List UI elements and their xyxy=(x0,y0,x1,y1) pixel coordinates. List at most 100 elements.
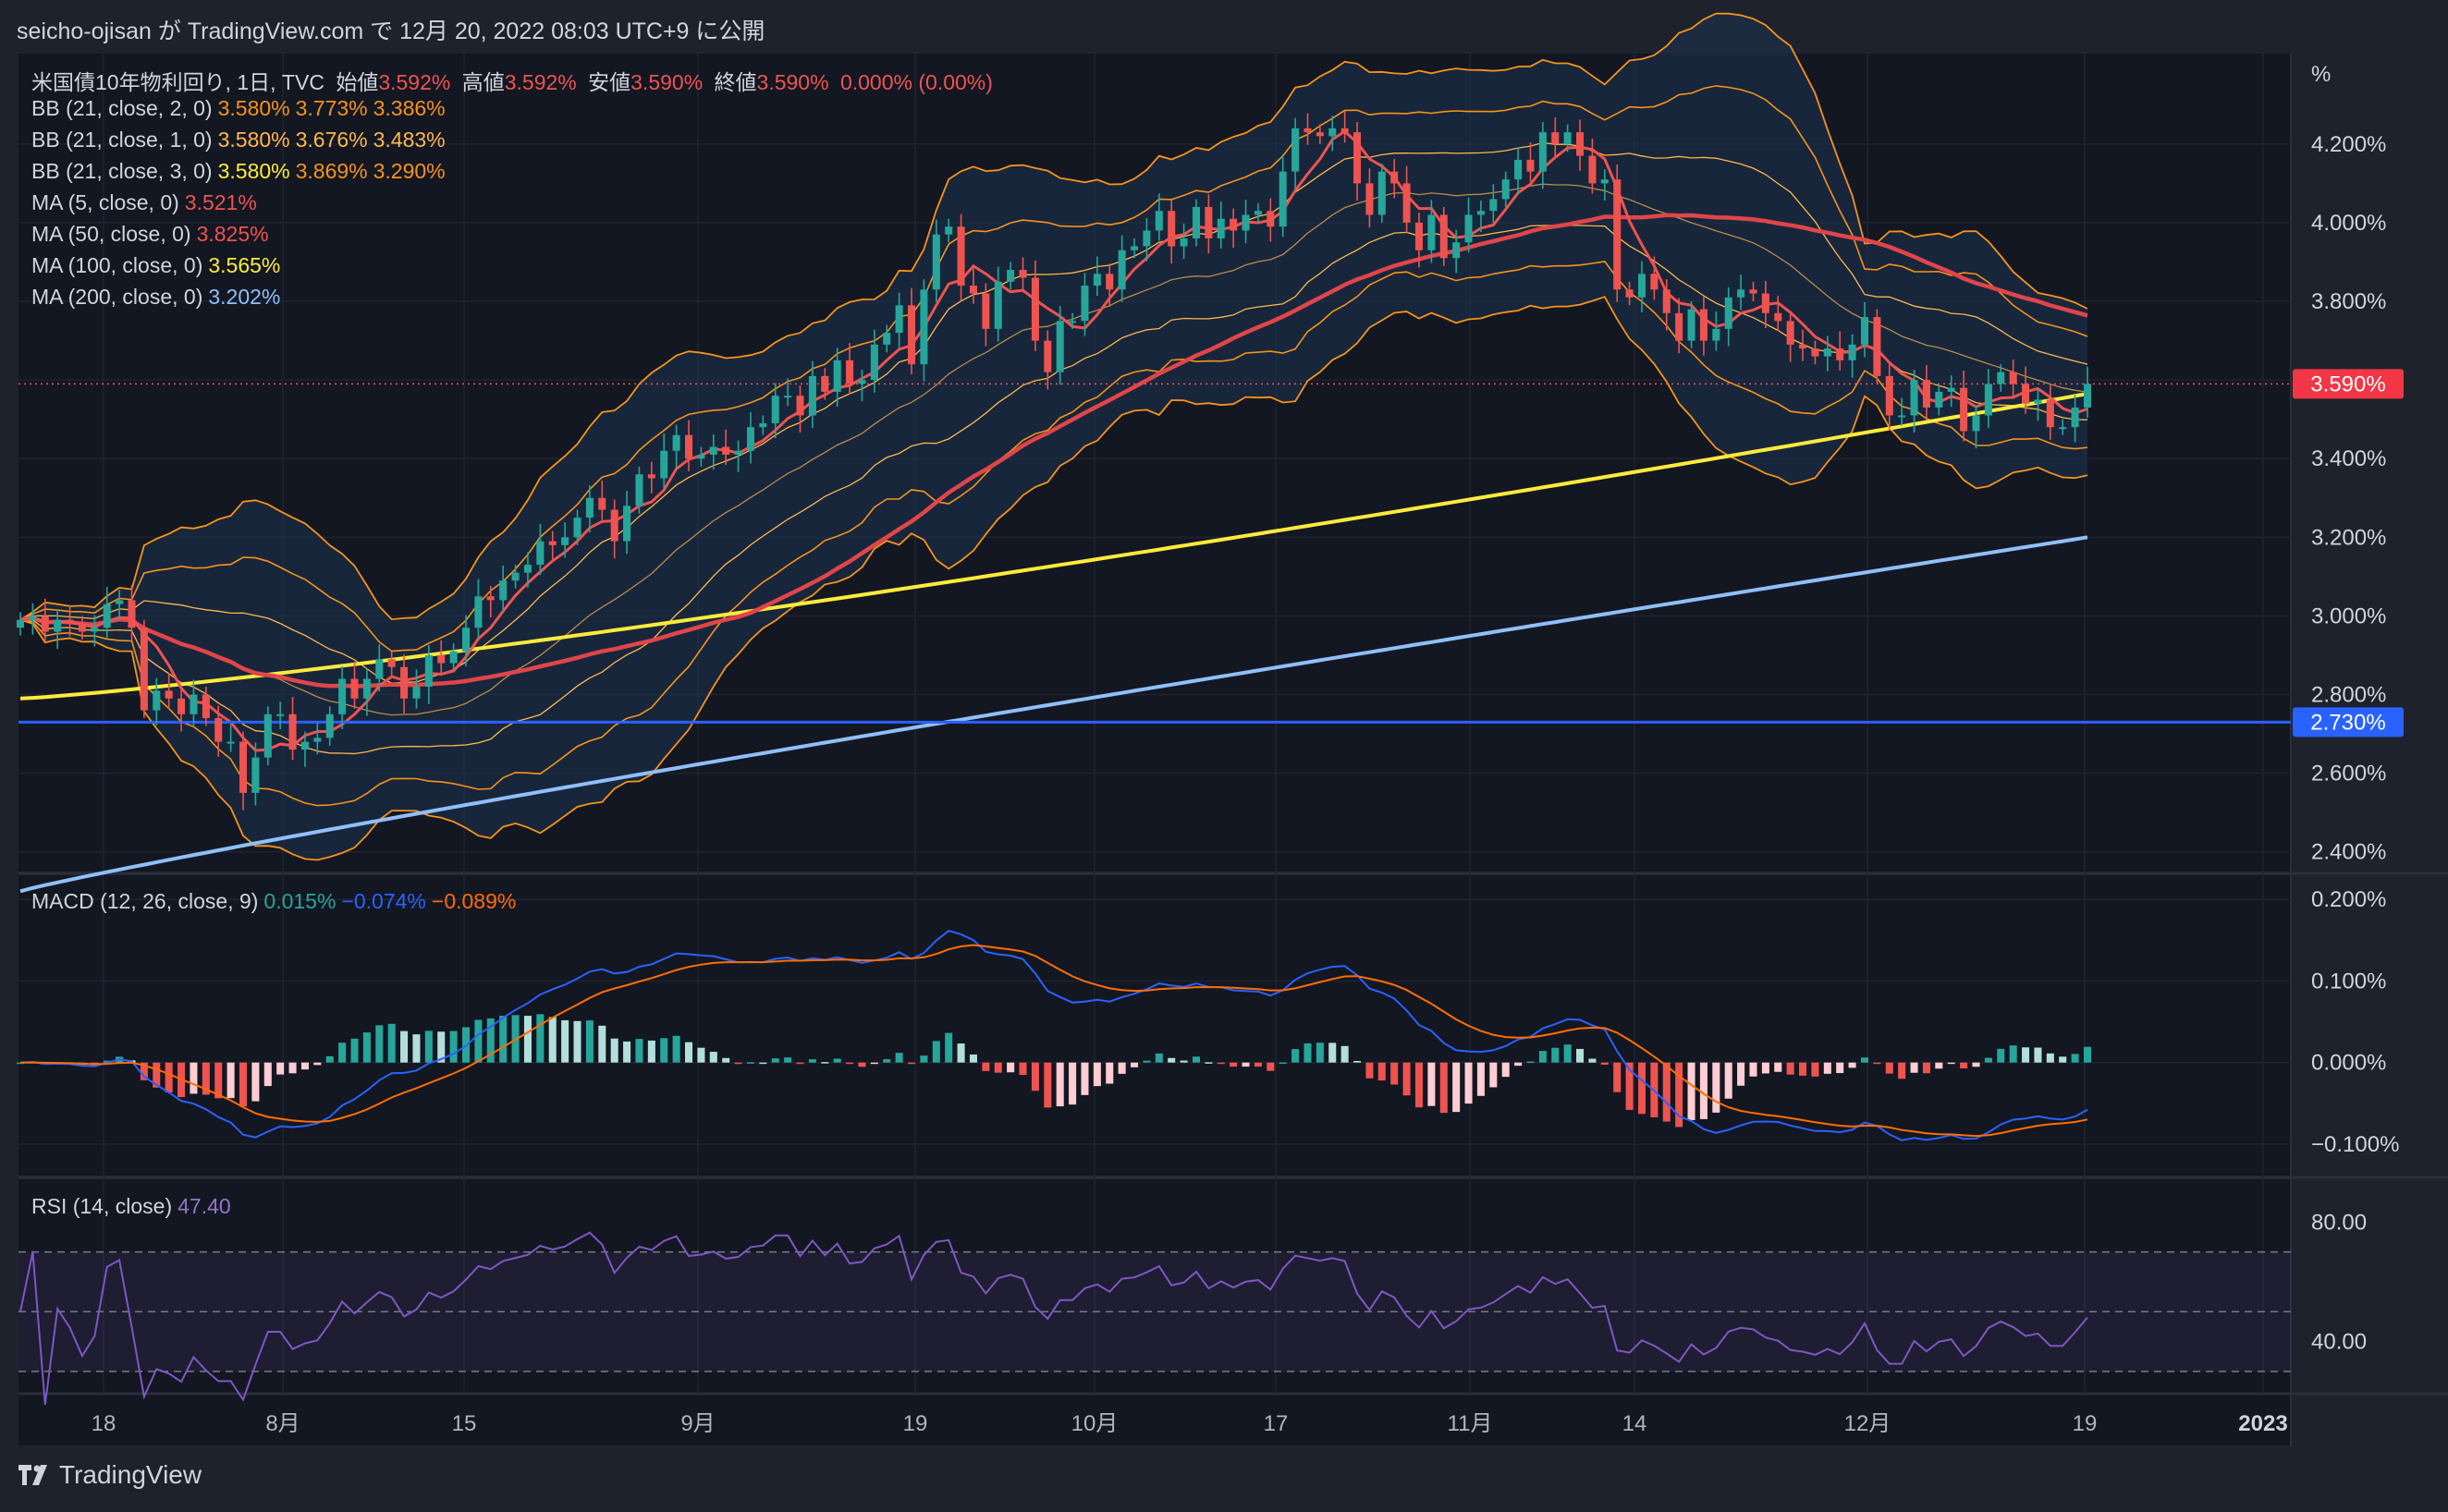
candle-82 xyxy=(1031,277,1039,341)
candle-63 xyxy=(796,396,804,416)
legend-ma200: MA (200, close, 0) 3.202% xyxy=(31,285,281,309)
macd-hist-10 xyxy=(140,1062,148,1080)
candle-123 xyxy=(1538,132,1547,172)
candle-39 xyxy=(499,580,508,601)
candle-135 xyxy=(1687,309,1695,341)
price-tick-4: 3.400% xyxy=(2311,446,2386,471)
candle-143 xyxy=(1786,321,1794,345)
price-tick-8: 2.600% xyxy=(2311,762,2386,786)
candle-91 xyxy=(1143,230,1151,247)
candle-29 xyxy=(375,659,384,679)
macd-hist-22 xyxy=(288,1062,297,1074)
macd-hist-143 xyxy=(1786,1062,1794,1075)
macd-tick-0: 0.200% xyxy=(2311,887,2386,912)
price-tick-9: 2.400% xyxy=(2311,840,2386,865)
candle-163 xyxy=(2034,399,2042,404)
candle-150 xyxy=(1873,317,1881,376)
candle-45 xyxy=(573,518,581,538)
candle-162 xyxy=(2022,384,2030,404)
candle-89 xyxy=(1118,250,1126,290)
tradingview-logo[interactable]: TradingView xyxy=(18,1460,202,1490)
macd-hist-51 xyxy=(647,1040,655,1063)
candle-52 xyxy=(660,450,668,479)
support-label: 2.730% xyxy=(2310,710,2385,735)
candle-72 xyxy=(908,305,916,365)
candle-144 xyxy=(1799,344,1807,349)
candle-36 xyxy=(461,628,471,652)
candle-66 xyxy=(833,360,841,392)
macd-hist-157 xyxy=(1960,1062,1968,1069)
legend-bb2: BB (21, close, 2, 0) 3.580% 3.773% 3.386% xyxy=(31,96,446,120)
candle-154 xyxy=(1922,380,1930,408)
candle-7 xyxy=(103,604,111,628)
candle-80 xyxy=(1007,270,1015,282)
candle-24 xyxy=(313,738,322,742)
time-tick-1: 8月 xyxy=(265,1411,300,1436)
price-tick-0: 4.200% xyxy=(2311,132,2386,157)
macd-hist-25 xyxy=(325,1055,334,1063)
candle-41 xyxy=(523,565,532,573)
rsi-line xyxy=(19,1231,2088,1406)
candle-131 xyxy=(1637,274,1646,298)
candle-55 xyxy=(697,454,705,459)
candle-107 xyxy=(1340,128,1349,133)
macd-hist-21 xyxy=(276,1062,285,1075)
candle-84 xyxy=(1056,321,1064,372)
candle-136 xyxy=(1699,309,1707,341)
candle-47 xyxy=(598,497,606,510)
candle-109 xyxy=(1365,183,1374,215)
bb-upper-3 xyxy=(19,12,2088,621)
candle-74 xyxy=(932,234,940,290)
macd-hist-67 xyxy=(846,1062,854,1065)
macd-hist-108 xyxy=(1353,1060,1362,1063)
candle-73 xyxy=(920,289,928,365)
macd-hist-77 xyxy=(969,1054,977,1063)
last-price-bg xyxy=(2293,369,2404,399)
macd-hist-103 xyxy=(1291,1049,1300,1063)
candle-35 xyxy=(449,651,458,664)
macd-hist-15 xyxy=(202,1062,210,1095)
candle-116 xyxy=(1452,242,1461,259)
macd-hist-86 xyxy=(1081,1062,1089,1095)
macd-hist-60 xyxy=(759,1062,767,1065)
time-tick-11: 2023 xyxy=(2238,1411,2287,1436)
candle-32 xyxy=(412,687,421,699)
macd-hist-159 xyxy=(1984,1057,1992,1063)
candle-125 xyxy=(1563,132,1572,144)
candle-31 xyxy=(400,666,409,699)
macd-hist-151 xyxy=(1885,1062,1893,1074)
macd-hist-112 xyxy=(1402,1062,1411,1096)
macd-hist-120 xyxy=(1501,1062,1510,1078)
candle-83 xyxy=(1044,340,1052,372)
candle-133 xyxy=(1662,289,1671,313)
macd-hist-133 xyxy=(1662,1062,1671,1122)
macd-hist-66 xyxy=(833,1058,841,1063)
candle-38 xyxy=(486,596,495,601)
macd-hist-59 xyxy=(746,1062,754,1064)
candle-48 xyxy=(610,509,618,542)
macd-hist-47 xyxy=(598,1025,606,1063)
candle-79 xyxy=(994,281,1002,329)
legend-ma100: MA (100, close, 0) 3.565% xyxy=(31,253,281,277)
candle-10 xyxy=(140,628,148,711)
candle-59 xyxy=(746,427,754,451)
legend-rsi: RSI (14, close) 47.40 xyxy=(31,1194,231,1218)
macd-hist-134 xyxy=(1675,1062,1683,1128)
chart-canvas[interactable]: %4.200%4.000%3.800%3.600%3.400%3.200%3.0… xyxy=(0,0,2448,1447)
macd-hist-82 xyxy=(1031,1062,1039,1091)
candle-43 xyxy=(548,541,557,545)
macd-hist-38 xyxy=(486,1018,495,1063)
candle-118 xyxy=(1476,211,1485,215)
candle-152 xyxy=(1898,415,1906,418)
candle-137 xyxy=(1712,328,1720,341)
macd-hist-125 xyxy=(1563,1044,1572,1063)
macd-hist-135 xyxy=(1687,1062,1695,1120)
candle-75 xyxy=(945,226,953,235)
candle-67 xyxy=(846,360,854,384)
rsi-tick-0: 80.00 xyxy=(2311,1210,2367,1235)
macd-hist-94 xyxy=(1180,1060,1188,1063)
candle-70 xyxy=(883,333,891,345)
ma100-line xyxy=(19,392,2088,701)
candle-8 xyxy=(116,600,124,604)
macd-hist-31 xyxy=(400,1030,409,1063)
